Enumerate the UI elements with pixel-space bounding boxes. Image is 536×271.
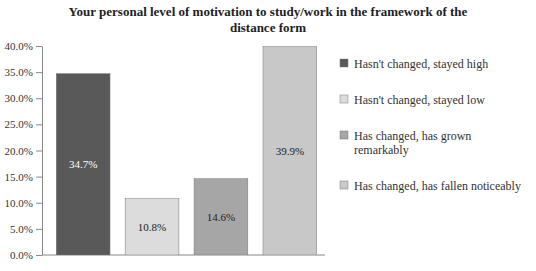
tick: 40.0% — [5, 40, 42, 52]
data-label: 10.8% — [138, 221, 166, 233]
bars — [56, 47, 316, 255]
tick: 5.0% — [10, 223, 42, 235]
legend-label: Hasn't changed, stayed high — [354, 57, 488, 71]
legend-label: Hasn't changed, stayed low — [354, 93, 485, 107]
legend-swatch — [340, 95, 348, 103]
tick: 35.0% — [5, 66, 42, 78]
data-label: 39.9% — [276, 145, 304, 157]
data-labels: 34.7% 10.8% 14.6% 39.9% — [69, 145, 304, 233]
tick: 20.0% — [5, 145, 42, 157]
legend-label: Has changed, has fallen noticeably — [354, 179, 521, 193]
text-line: Has changed, has fallen noticeably — [354, 179, 521, 193]
legend-swatch — [340, 131, 348, 139]
text-line: Has changed, has grown — [354, 129, 471, 143]
tick-label: 0.0% — [10, 249, 33, 261]
tick-mark — [36, 151, 42, 152]
tick-label: 30.0% — [5, 92, 33, 104]
legend-swatch — [340, 181, 348, 189]
tick: 25.0% — [5, 118, 42, 130]
tick-mark — [36, 46, 42, 47]
y-axis: 0.0% 5.0% 10.0% 15.0% 20.0% 25.0% 30.0% 35.0% 40… — [5, 40, 43, 261]
tick-mark — [36, 177, 42, 178]
legend-swatch — [340, 59, 348, 67]
tick-mark — [36, 203, 42, 204]
bar — [263, 47, 317, 255]
bar — [125, 199, 179, 255]
tick-mark — [36, 72, 42, 73]
axis-line — [42, 47, 43, 256]
tick-mark — [36, 229, 42, 230]
bar — [56, 74, 110, 255]
tick-label: 20.0% — [5, 145, 33, 157]
tick: 10.0% — [5, 197, 42, 209]
legend-label: Has changed, has grownremarkably — [354, 129, 471, 157]
tick-mark — [36, 255, 42, 256]
text-line: distance form — [230, 20, 306, 35]
text-line: remarkably — [354, 143, 409, 157]
tick: 15.0% — [5, 171, 42, 183]
chart: Your personal level of motivation to stu… — [0, 0, 536, 271]
title: Your personal level of motivation to stu… — [69, 4, 468, 35]
data-label: 14.6% — [207, 211, 235, 223]
bar — [194, 179, 248, 255]
tick-mark — [36, 98, 42, 99]
tick-label: 40.0% — [5, 40, 33, 52]
tick-label: 5.0% — [10, 223, 33, 235]
tick: 30.0% — [5, 92, 42, 104]
tick: 0.0% — [10, 249, 42, 261]
tick-label: 10.0% — [5, 197, 33, 209]
tick-label: 25.0% — [5, 118, 33, 130]
data-label: 34.7% — [69, 158, 97, 170]
text-line: Your personal level of motivation to stu… — [69, 4, 468, 19]
tick-mark — [36, 124, 42, 125]
legend: Hasn't changed, stayed high Hasn't change… — [340, 57, 521, 193]
text-line: Hasn't changed, stayed high — [354, 57, 488, 71]
tick-label: 15.0% — [5, 171, 33, 183]
tick-label: 35.0% — [5, 66, 33, 78]
text-line: Hasn't changed, stayed low — [354, 93, 485, 107]
